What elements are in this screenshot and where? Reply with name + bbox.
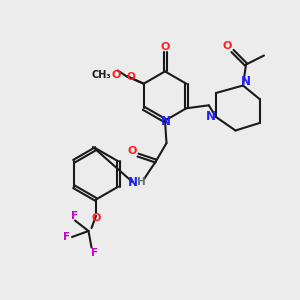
Text: O: O — [160, 41, 170, 52]
Text: N: N — [128, 176, 138, 189]
Text: F: F — [63, 232, 70, 242]
Text: O: O — [91, 213, 101, 224]
Text: CH₃: CH₃ — [92, 70, 112, 80]
Text: F: F — [91, 248, 98, 258]
Text: N: N — [160, 115, 171, 128]
Text: F: F — [71, 211, 79, 221]
Text: N: N — [241, 75, 251, 88]
Text: H: H — [136, 177, 146, 187]
Text: O: O — [126, 71, 135, 82]
Text: O: O — [222, 41, 232, 52]
Text: N: N — [206, 110, 216, 124]
Text: O: O — [128, 146, 137, 156]
Text: O: O — [111, 70, 121, 80]
